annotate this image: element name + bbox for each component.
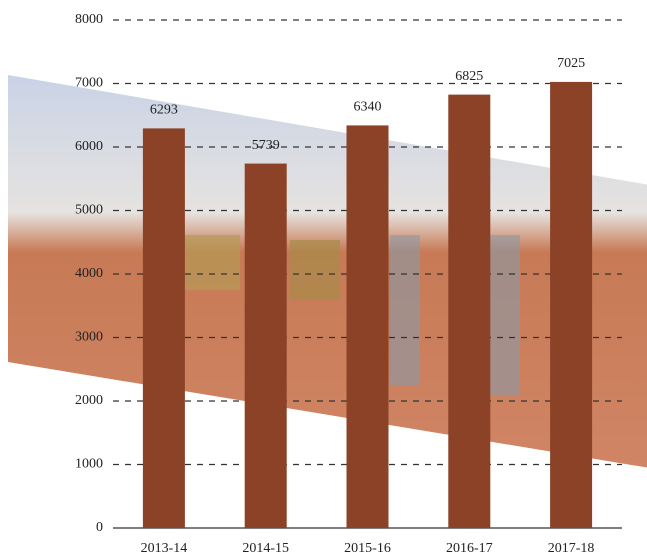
data-label: 5739: [252, 138, 280, 153]
x-tick-label: 2015-16: [344, 541, 391, 556]
y-tick-label: 0: [96, 520, 103, 535]
y-tick-label: 1000: [75, 457, 103, 472]
bar: [143, 128, 185, 528]
bar: [245, 164, 287, 528]
photo-person: [490, 235, 520, 395]
data-label: 6825: [455, 69, 483, 84]
bar: [347, 125, 389, 528]
y-tick-label: 5000: [75, 203, 103, 218]
data-label: 7025: [557, 56, 585, 71]
y-tick-label: 7000: [75, 76, 103, 91]
x-tick-label: 2016-17: [446, 541, 493, 556]
data-label: 6340: [354, 100, 382, 115]
data-label: 6293: [150, 103, 178, 118]
y-tick-label: 3000: [75, 330, 103, 345]
photo-truck: [180, 235, 240, 290]
x-tick-label: 2014-15: [242, 541, 289, 556]
bar: [550, 82, 592, 528]
photo-person: [390, 235, 420, 385]
x-tick-label: 2013-14: [141, 541, 188, 556]
y-tick-label: 4000: [75, 266, 103, 281]
photo-truck: [290, 240, 340, 300]
bar: [448, 95, 490, 528]
y-tick-label: 2000: [75, 393, 103, 408]
chart: 0 1000 2000 3000 4000 5000 6000 7000 8000 2013-14…: [0, 0, 647, 559]
y-tick-label: 6000: [75, 139, 103, 154]
y-tick-label: 8000: [75, 12, 103, 27]
x-tick-label: 2017-18: [548, 541, 595, 556]
